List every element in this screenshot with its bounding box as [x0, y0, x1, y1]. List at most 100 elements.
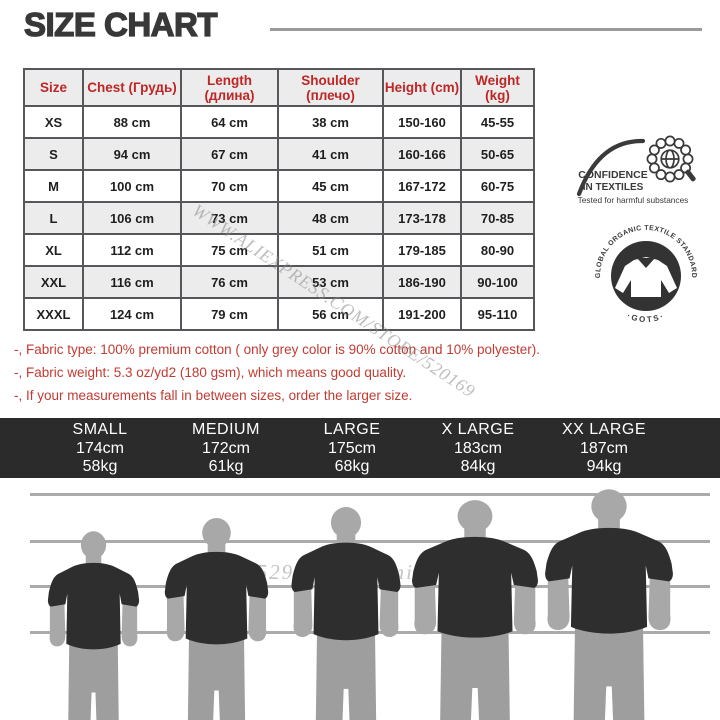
- size-guide-xxlarge: XX LARGE 187cm 94kg: [541, 421, 667, 478]
- size-guide-large: LARGE 175cm 68kg: [289, 421, 415, 478]
- size-label: MEDIUM: [192, 421, 260, 438]
- size-height: 187cm: [579, 439, 629, 457]
- col-header-length: Length (длина): [180, 68, 279, 107]
- table-cell: 48 cm: [277, 201, 384, 235]
- shirt-icon: [615, 257, 677, 297]
- height-lineup-section: +15299914343 mini: [0, 478, 720, 720]
- table-header-row: Size Chest (Грудь) Length (длина) Should…: [23, 68, 535, 107]
- shirt-collar-notch: [637, 258, 655, 268]
- col-header-shoulder: Shoulder (плечо): [277, 68, 384, 107]
- table-cell: 75 cm: [180, 233, 279, 267]
- table-cell: L: [23, 201, 84, 235]
- table-cell: 64 cm: [180, 105, 279, 139]
- silhouette-medium: [164, 518, 269, 720]
- table-cell: 112 cm: [82, 233, 182, 267]
- size-label: XX LARGE: [561, 421, 647, 438]
- table-cell: 100 cm: [82, 169, 182, 203]
- table-cell: 150-160: [382, 105, 462, 139]
- table-cell: 80-90: [460, 233, 535, 267]
- col-header-height: Height (cm): [382, 68, 462, 107]
- table-row: S 94 cm 67 cm 41 cm 160-166 50-65: [23, 137, 535, 171]
- tested-substances-text: Tested for harmful substances: [578, 195, 689, 205]
- gots-bottom-text: ·GOTS·: [626, 311, 665, 324]
- silhouette-large: [291, 507, 401, 720]
- table-row: XL 112 cm 75 cm 51 cm 179-185 80-90: [23, 233, 535, 267]
- fabric-notes: -, Fabric type: 100% premium cotton ( on…: [14, 342, 540, 411]
- size-weight: 94kg: [586, 458, 622, 475]
- size-height: 174cm: [75, 439, 125, 457]
- table-cell: 38 cm: [277, 105, 384, 139]
- title-divider-line: [270, 28, 702, 31]
- height-line: [30, 540, 710, 543]
- confidence-in-textiles-badge: CONFIDENCE IN TEXTILES Tested for harmfu…: [576, 135, 696, 205]
- confidence-text: CONFIDENCE: [578, 169, 647, 181]
- table-cell: XS: [23, 105, 84, 139]
- table-cell: 90-100: [460, 265, 535, 299]
- size-weight: 58kg: [82, 458, 118, 475]
- table-row: XXXL 124 cm 79 cm 56 cm 191-200 95-110: [23, 297, 535, 331]
- table-cell: 45 cm: [277, 169, 384, 203]
- gots-organic-badge: GLOBAL ORGANIC TEXTILE STANDARD ·GOTS·: [595, 225, 697, 324]
- size-label: LARGE: [323, 421, 381, 438]
- table-cell: 116 cm: [82, 265, 182, 299]
- note-sizing-advice: -, If your measurements fall in between …: [14, 388, 413, 403]
- table-cell: 106 cm: [82, 201, 182, 235]
- size-weight: 68kg: [334, 458, 370, 475]
- sun-flower-globe-icon: [646, 135, 696, 183]
- col-header-weight: Weight (kg): [460, 68, 535, 107]
- table-cell: 160-166: [382, 137, 462, 171]
- size-guide-xlarge: X LARGE 183cm 84kg: [415, 421, 541, 478]
- size-weight: 84kg: [460, 458, 496, 475]
- table-cell: 94 cm: [82, 137, 182, 171]
- table-cell: 88 cm: [82, 105, 182, 139]
- in-textiles-text: IN TEXTILES: [583, 182, 644, 193]
- page-title: SIZE CHART: [23, 5, 218, 43]
- table-cell: 76 cm: [180, 265, 279, 299]
- table-cell: 191-200: [382, 297, 462, 331]
- silhouette-xxlarge: [545, 489, 673, 720]
- table-cell: 179-185: [382, 233, 462, 267]
- table-cell: 167-172: [382, 169, 462, 203]
- table-cell: 73 cm: [180, 201, 279, 235]
- size-height: 183cm: [453, 439, 503, 457]
- silhouette-small: [47, 531, 140, 720]
- table-cell: S: [23, 137, 84, 171]
- size-table: Size Chest (Грудь) Length (длина) Should…: [23, 68, 535, 331]
- table-cell: 70 cm: [180, 169, 279, 203]
- table-cell: 173-178: [382, 201, 462, 235]
- height-line: [30, 493, 710, 496]
- table-cell: 50-65: [460, 137, 535, 171]
- table-cell: 95-110: [460, 297, 535, 331]
- table-row: L 106 cm 73 cm 48 cm 173-178 70-85: [23, 201, 535, 235]
- col-header-size: Size: [23, 68, 84, 107]
- table-row: M 100 cm 70 cm 45 cm 167-172 60-75: [23, 169, 535, 203]
- table-row: XXL 116 cm 76 cm 53 cm 186-190 90-100: [23, 265, 535, 299]
- table-cell: 45-55: [460, 105, 535, 139]
- col-header-chest: Chest (Грудь): [82, 68, 182, 107]
- size-label: X LARGE: [441, 421, 515, 438]
- table-cell: XXXL: [23, 297, 84, 331]
- size-guide-band: SMALL 174cm 58kg MEDIUM 172cm 61kg LARGE…: [0, 418, 720, 478]
- table-cell: 56 cm: [277, 297, 384, 331]
- table-cell: 60-75: [460, 169, 535, 203]
- size-guide-medium: MEDIUM 172cm 61kg: [163, 421, 289, 478]
- size-height: 175cm: [327, 439, 377, 457]
- table-row: XS 88 cm 64 cm 38 cm 150-160 45-55: [23, 105, 535, 139]
- size-weight: 61kg: [208, 458, 244, 475]
- table-cell: XL: [23, 233, 84, 267]
- silhouette-xlarge: [412, 500, 538, 720]
- table-cell: 124 cm: [82, 297, 182, 331]
- table-cell: XXL: [23, 265, 84, 299]
- table-cell: 70-85: [460, 201, 535, 235]
- magnifier-handle-icon: [685, 169, 696, 182]
- table-cell: M: [23, 169, 84, 203]
- table-cell: 53 cm: [277, 265, 384, 299]
- size-height: 172cm: [201, 439, 251, 457]
- table-cell: 41 cm: [277, 137, 384, 171]
- silhouette-figures: [47, 489, 673, 720]
- table-cell: 186-190: [382, 265, 462, 299]
- note-fabric-weight: -, Fabric weight: 5.3 oz/yd2 (180 gsm), …: [14, 365, 407, 380]
- svg-text:·GOTS·: ·GOTS·: [626, 311, 667, 324]
- table-cell: 51 cm: [277, 233, 384, 267]
